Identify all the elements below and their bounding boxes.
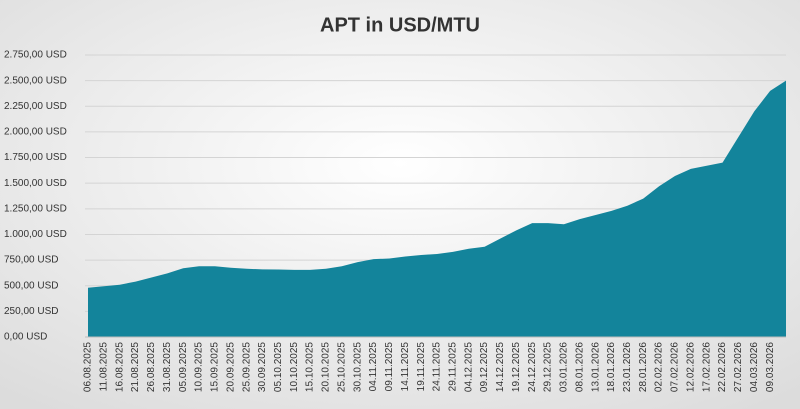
y-tick-label: 0,00 USD	[4, 332, 47, 343]
x-tick-label: 14.12.2025	[495, 342, 506, 392]
y-tick-label: 2.250,00 USD	[4, 101, 67, 112]
x-tick-label: 04.11.2025	[368, 342, 379, 392]
x-tick-label: 20.09.2025	[225, 342, 236, 392]
x-tick-label: 19.11.2025	[416, 342, 427, 392]
x-tick-label: 02.02.2026	[654, 342, 665, 392]
y-tick-label: 1.000,00 USD	[4, 229, 67, 240]
x-tick-label: 13.01.2026	[590, 342, 601, 392]
x-tick-label: 04.03.2026	[749, 342, 760, 392]
y-tick-label: 2.750,00 USD	[4, 50, 67, 61]
x-tick-label: 04.12.2025	[463, 342, 474, 392]
x-tick-label: 05.10.2025	[273, 342, 284, 392]
x-tick-label: 05.09.2025	[178, 342, 189, 392]
y-tick-label: 250,00 USD	[4, 306, 58, 317]
x-tick-label: 03.01.2026	[559, 342, 570, 392]
y-tick-label: 1.500,00 USD	[4, 178, 67, 189]
x-tick-label: 25.10.2025	[336, 342, 347, 392]
y-tick-label: 1.750,00 USD	[4, 152, 67, 163]
x-tick-label: 29.11.2025	[448, 342, 459, 392]
x-tick-label: 10.10.2025	[289, 342, 300, 392]
x-tick-label: 24.11.2025	[432, 342, 443, 392]
x-tick-label: 24.12.2025	[527, 342, 538, 392]
x-tick-label: 30.09.2025	[257, 342, 268, 392]
x-tick-label: 16.08.2025	[114, 342, 125, 392]
x-tick-label: 12.02.2026	[685, 342, 696, 392]
x-tick-label: 26.08.2025	[146, 342, 157, 392]
x-tick-label: 19.12.2025	[511, 342, 522, 392]
x-tick-label: 22.02.2026	[717, 342, 728, 392]
x-tick-label: 18.01.2026	[606, 342, 617, 392]
y-tick-label: 1.250,00 USD	[4, 203, 67, 214]
x-tick-label: 21.08.2025	[130, 342, 141, 392]
y-tick-label: 2.000,00 USD	[4, 127, 67, 138]
x-tick-label: 27.02.2026	[733, 342, 744, 392]
chart-title: APT in USD/MTU	[320, 14, 480, 36]
x-tick-label: 30.10.2025	[352, 342, 363, 392]
x-tick-label: 14.11.2025	[400, 342, 411, 392]
x-tick-label: 28.01.2026	[638, 342, 649, 392]
y-tick-label: 500,00 USD	[4, 280, 58, 291]
x-tick-label: 09.12.2025	[479, 342, 490, 392]
x-tick-label: 08.01.2026	[574, 342, 585, 392]
x-tick-label: 23.01.2026	[622, 342, 633, 392]
y-tick-label: 750,00 USD	[4, 255, 58, 266]
x-tick-label: 07.02.2026	[670, 342, 681, 392]
x-tick-label: 09.11.2025	[384, 342, 395, 392]
x-tick-label: 31.08.2025	[162, 342, 173, 392]
y-tick-label: 2.500,00 USD	[4, 75, 67, 86]
x-tick-label: 10.09.2025	[194, 342, 205, 392]
x-tick-label: 15.09.2025	[210, 342, 221, 392]
x-tick-label: 25.09.2025	[241, 342, 252, 392]
x-tick-label: 06.08.2025	[83, 342, 94, 392]
x-tick-label: 29.12.2025	[543, 342, 554, 392]
area	[88, 80, 786, 338]
x-tick-label: 15.10.2025	[305, 342, 316, 392]
x-tick-label: 11.08.2025	[99, 342, 110, 392]
x-tick-label: 09.03.2026	[765, 342, 776, 392]
x-tick-label: 20.10.2025	[321, 342, 332, 392]
x-tick-label: 17.02.2026	[701, 342, 712, 392]
